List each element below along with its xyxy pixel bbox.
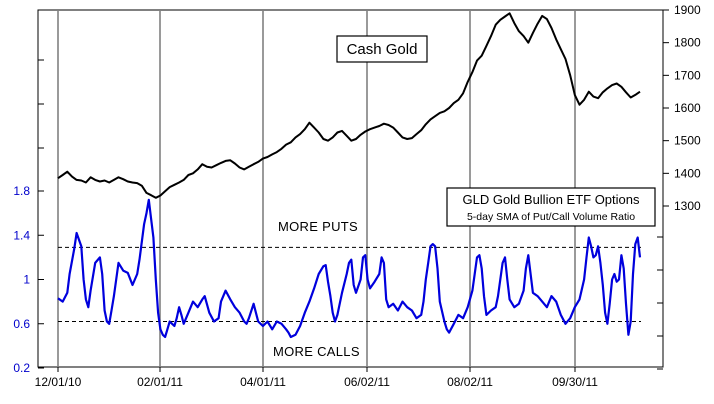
cash-gold-label-box: [336, 35, 428, 63]
x-tick-label: 02/01/11: [137, 375, 183, 389]
x-tick-label: 04/01/11: [240, 375, 286, 389]
gold-tick-label: 1900: [674, 3, 701, 17]
gold-tick-label: 1600: [674, 101, 701, 115]
ratio-tick-label: 1.4: [13, 228, 30, 242]
date-axis: 12/01/10 02/01/11 04/01/11 06/02/11 08/02/11…: [35, 367, 598, 389]
gold-tick-label: 1300: [674, 199, 701, 213]
more-calls-annotation: MORE CALLS: [273, 344, 360, 359]
ratio-tick-label: 1: [23, 273, 30, 287]
x-tick-label: 12/01/10: [35, 375, 82, 389]
ratio-axis: 1.8 1.4 1 0.6 0.2: [13, 59, 44, 375]
options-legend-subtitle: 5-day SMA of Put/Call Volume Ratio: [467, 211, 635, 223]
gold-tick-label: 1800: [674, 36, 701, 50]
gold-tick-label: 1500: [674, 134, 701, 148]
vertical-gridlines: [57, 10, 576, 367]
gold-price-axis: 1900 1800 1700 1600 1500 1400 1300: [657, 3, 701, 370]
gold-tick-label: 1400: [674, 166, 701, 180]
cash-gold-line: [57, 12, 641, 199]
ratio-tick-label: 1.8: [13, 184, 30, 198]
options-legend-title: GLD Gold Bullion ETF Options: [462, 192, 640, 207]
plot-frame: [37, 9, 664, 368]
options-legend-box: [446, 187, 656, 227]
x-tick-label: 08/02/11: [447, 375, 493, 389]
ratio-tick-label: 0.6: [13, 317, 30, 331]
more-puts-annotation: MORE PUTS: [278, 219, 358, 234]
x-tick-label: 09/30/11: [552, 375, 598, 389]
cash-gold-label: Cash Gold: [347, 41, 418, 58]
put-call-ratio-line: [57, 198, 642, 339]
x-tick-label: 06/02/11: [344, 375, 390, 389]
gold-tick-label: 1700: [674, 68, 701, 82]
ratio-tick-label: 0.2: [13, 361, 30, 375]
